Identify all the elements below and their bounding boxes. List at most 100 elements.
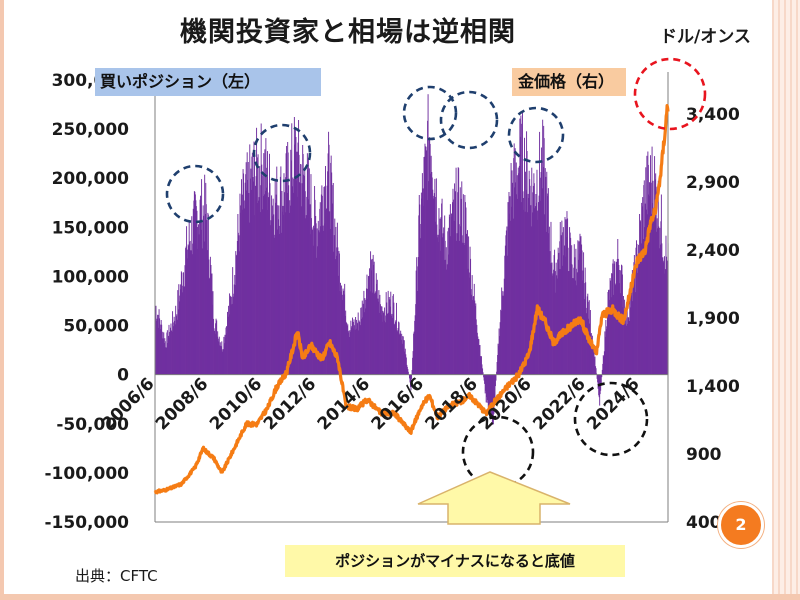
position-bar (437, 237, 438, 375)
position-bar (367, 299, 369, 375)
position-bar (167, 343, 169, 375)
position-bar (169, 331, 171, 375)
position-bar (314, 186, 316, 375)
position-bar (262, 175, 264, 375)
position-bar (421, 173, 423, 375)
position-bar (199, 199, 201, 375)
position-bar (565, 219, 567, 375)
position-bar (663, 262, 664, 375)
position-bar (538, 202, 539, 375)
position-bar (581, 244, 583, 375)
position-bar (380, 304, 381, 375)
position-bar (263, 153, 265, 375)
position-bar (387, 290, 389, 375)
position-bar (208, 259, 210, 375)
position-bar (589, 323, 591, 375)
position-bar (376, 283, 378, 375)
position-bar (641, 202, 643, 375)
position-bar (188, 220, 190, 375)
position-bar (545, 176, 547, 375)
position-bar (319, 202, 321, 375)
position-bar (262, 195, 264, 375)
position-bar (521, 123, 523, 375)
position-bar (463, 245, 465, 375)
position-bar (532, 212, 534, 375)
position-bar (273, 237, 275, 375)
position-bar (325, 210, 327, 375)
position-bar (376, 279, 378, 375)
position-bar (305, 215, 307, 375)
position-bar (465, 202, 466, 375)
position-bar (510, 220, 512, 375)
position-bar (300, 164, 302, 375)
position-bar (364, 299, 366, 375)
position-bar (241, 194, 243, 375)
position-bar (318, 232, 320, 375)
position-bar (438, 208, 440, 375)
position-bar (411, 374, 413, 379)
position-bar (157, 314, 159, 375)
position-bar (277, 219, 279, 375)
position-bar (163, 332, 165, 375)
position-bar (631, 288, 633, 375)
position-bar (545, 231, 547, 375)
position-bar (413, 331, 415, 375)
position-bar (529, 185, 531, 375)
position-bar (553, 255, 555, 375)
position-bar (223, 336, 225, 375)
position-bar (534, 208, 536, 375)
position-bar (244, 182, 246, 375)
position-bar (162, 338, 164, 375)
position-bar (469, 246, 471, 375)
position-bar (352, 317, 353, 375)
position-bar (391, 313, 393, 375)
position-bar (335, 247, 337, 375)
position-bar (665, 235, 667, 375)
callout-arrow (417, 471, 571, 525)
position-bar (635, 292, 636, 375)
position-bar (588, 318, 590, 375)
gold-price-series (153, 103, 670, 495)
position-bar (600, 374, 602, 391)
position-bar (512, 218, 514, 375)
position-bar (303, 176, 305, 375)
position-bar (450, 236, 452, 375)
position-bar (215, 318, 217, 375)
position-bar (415, 270, 417, 375)
position-bar (611, 273, 613, 375)
position-bar (461, 242, 463, 375)
position-bar (593, 347, 595, 375)
position-bar (174, 320, 176, 375)
position-bar (421, 198, 423, 375)
position-bar (211, 273, 213, 375)
position-bar (185, 248, 187, 375)
position-bar (269, 183, 271, 375)
position-bar (488, 374, 490, 409)
position-bar (303, 174, 305, 375)
position-bar (599, 374, 601, 406)
position-bar (596, 373, 598, 375)
position-bar (362, 317, 364, 375)
position-bar (533, 173, 535, 375)
source-note: 出典：CFTC (75, 567, 158, 585)
position-bar (326, 185, 328, 375)
position-bar (494, 374, 495, 398)
position-bar (324, 223, 326, 375)
position-bar (515, 182, 517, 375)
position-bar (615, 285, 617, 375)
position-bar (432, 189, 434, 375)
position-bar (549, 251, 551, 375)
position-bar (638, 255, 640, 375)
position-bar (267, 209, 269, 375)
position-bar (651, 213, 652, 375)
position-bar (514, 187, 516, 375)
position-bar (402, 336, 404, 375)
position-bar (459, 187, 461, 375)
position-bar (235, 251, 237, 375)
position-bar (606, 326, 608, 375)
position-bar (596, 374, 598, 379)
position-bar (506, 255, 508, 375)
position-bar (311, 227, 313, 375)
position-bar (417, 266, 419, 375)
position-bar (655, 173, 657, 375)
